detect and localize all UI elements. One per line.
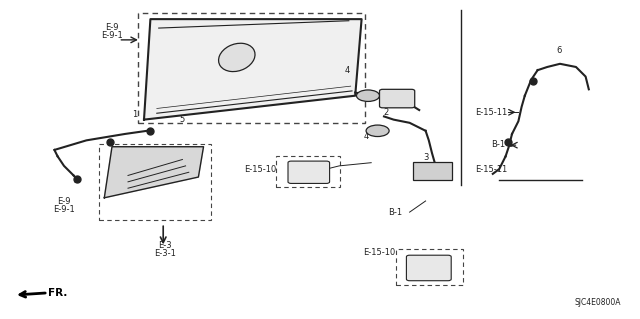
Text: 5: 5 (180, 115, 185, 124)
Text: E-3-1: E-3-1 (154, 249, 176, 258)
Text: 5: 5 (73, 176, 78, 185)
Polygon shape (104, 147, 204, 198)
FancyBboxPatch shape (288, 161, 330, 183)
Text: FR.: FR. (48, 288, 67, 298)
Ellipse shape (219, 43, 255, 71)
FancyBboxPatch shape (380, 89, 415, 108)
Text: SJC4E0800A: SJC4E0800A (574, 298, 621, 307)
Text: E-15-10: E-15-10 (364, 248, 396, 256)
Circle shape (366, 125, 389, 137)
Text: B-1: B-1 (388, 208, 402, 217)
Text: E-15-11: E-15-11 (475, 108, 507, 117)
Circle shape (356, 90, 380, 101)
Polygon shape (144, 19, 362, 120)
Text: 6: 6 (556, 46, 561, 55)
Text: E-9-1: E-9-1 (53, 205, 75, 214)
Text: E-15-10: E-15-10 (244, 165, 276, 174)
FancyBboxPatch shape (413, 162, 452, 180)
Text: 4: 4 (364, 132, 369, 141)
Text: E-3: E-3 (158, 241, 172, 250)
Text: 4: 4 (345, 66, 350, 75)
Text: E-9-1: E-9-1 (101, 31, 123, 40)
Text: 3: 3 (423, 153, 428, 162)
Text: E-15-11: E-15-11 (475, 165, 507, 174)
FancyBboxPatch shape (406, 255, 451, 281)
Text: E-9: E-9 (105, 23, 119, 32)
Text: E-9: E-9 (57, 197, 71, 206)
Text: 1: 1 (132, 110, 137, 119)
Text: B-1-1: B-1-1 (492, 140, 514, 149)
Text: 2: 2 (383, 108, 388, 117)
